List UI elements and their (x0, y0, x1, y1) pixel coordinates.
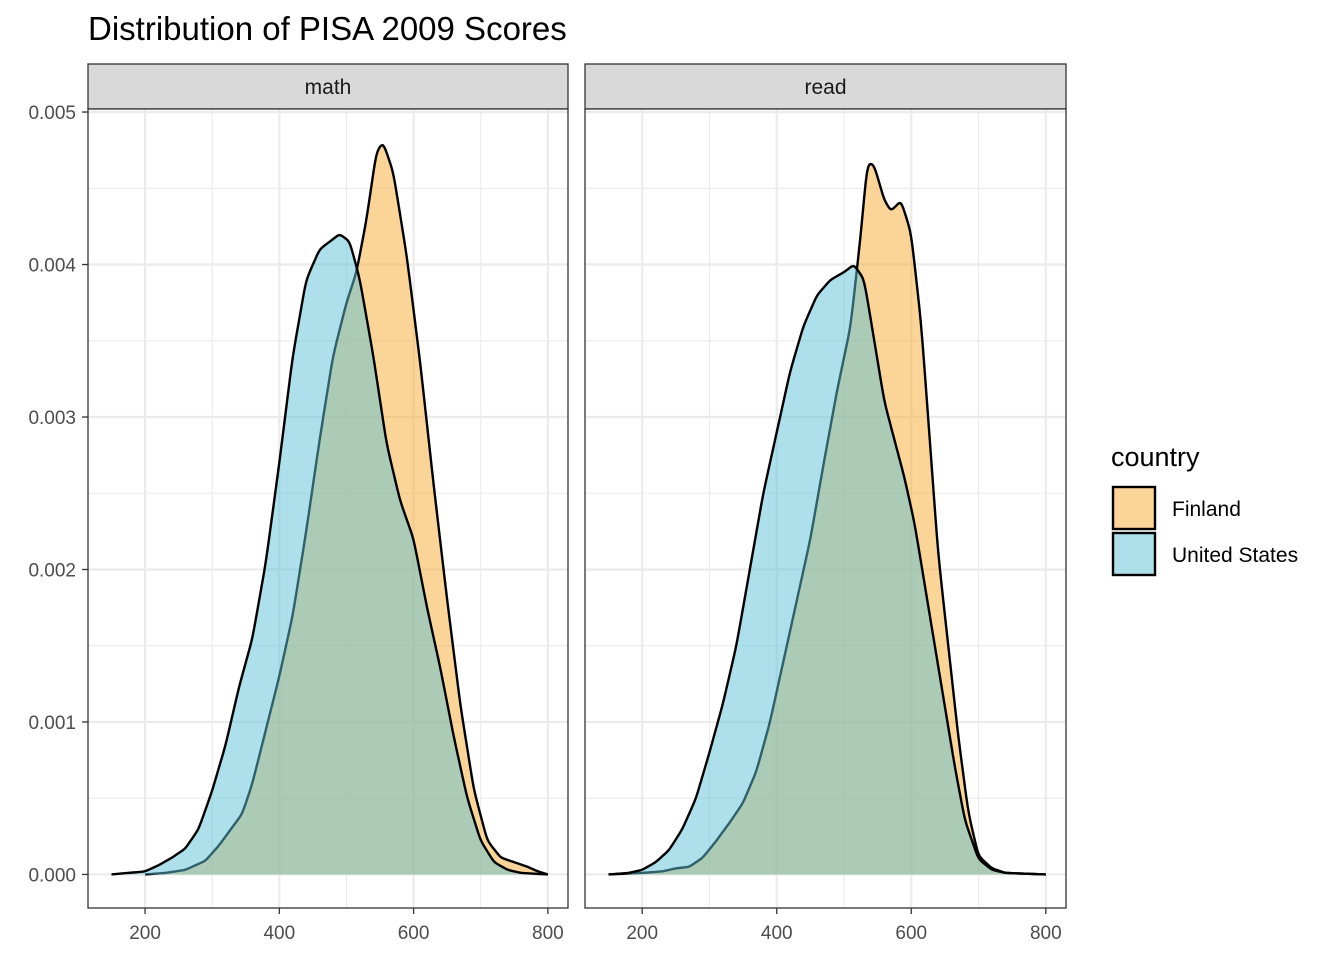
legend-title: country (1111, 442, 1200, 472)
legend-key-finland (1111, 485, 1157, 531)
facet-strip-label: read (804, 76, 846, 99)
x-tick-label: 400 (761, 923, 793, 944)
x-tick-label: 400 (263, 923, 295, 944)
legend: country Finland United States (1111, 442, 1298, 577)
y-tick-label: 0.002 (28, 560, 76, 581)
facet-strip (87, 63, 569, 110)
facet-strip (584, 63, 1067, 110)
facet-panels: math 200 400 600 800 0.000 0.001 0.002 0.003 0.00… (28, 63, 1067, 944)
y-tick-label: 0.005 (28, 103, 76, 124)
panel-border (87, 108, 569, 909)
x-tick-label: 800 (1030, 923, 1062, 944)
x-tick-label: 600 (398, 923, 430, 944)
legend-label-finland: Finland (1172, 498, 1241, 521)
facet-strip-label: math (305, 76, 352, 99)
y-tick-label: 0.001 (28, 713, 76, 734)
legend-label-united-states: United States (1172, 544, 1298, 567)
y-tick-label: 0.004 (28, 256, 76, 277)
facet-panel-read: read 200 400 600 800 (584, 63, 1067, 944)
density-line-united-states (111, 233, 548, 876)
y-tick-label: 0.000 (28, 865, 76, 886)
y-tick-label: 0.003 (28, 408, 76, 429)
x-tick-label: 200 (626, 923, 658, 944)
x-tick-label: 600 (895, 923, 927, 944)
density-area-united-states (111, 235, 548, 875)
x-tick-label: 200 (129, 923, 161, 944)
density-line-united-states (608, 264, 1046, 876)
facet-panel-math: math 200 400 600 800 0.000 0.001 0.002 0.003 0.00… (28, 63, 569, 944)
chart-title: Distribution of PISA 2009 Scores (88, 10, 567, 47)
legend-key-united-states (1111, 531, 1157, 577)
panel-border (584, 108, 1067, 909)
x-tick-label: 800 (532, 923, 564, 944)
